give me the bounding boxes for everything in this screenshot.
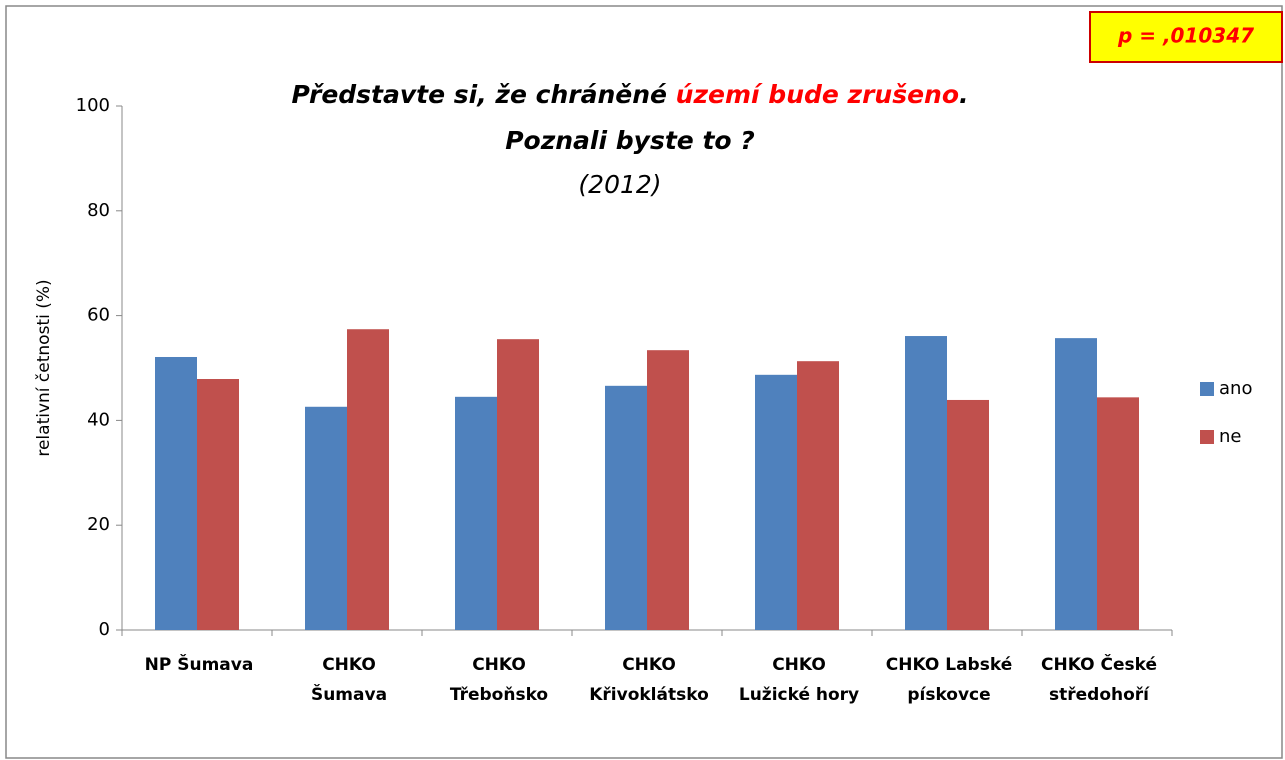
x-tick-label: CHKO Labské bbox=[886, 655, 1012, 675]
y-tick-label: 80 bbox=[87, 200, 110, 221]
x-tick-label: CHKO bbox=[472, 655, 526, 675]
bar bbox=[647, 350, 689, 630]
bar bbox=[497, 339, 539, 630]
x-tick-label: Šumava bbox=[311, 683, 387, 705]
bar bbox=[905, 336, 947, 630]
x-tick-label: středohoří bbox=[1049, 685, 1150, 705]
y-tick-label: 100 bbox=[76, 95, 110, 116]
title-part: území bude zrušeno bbox=[676, 80, 959, 109]
x-tick-label: NP Šumava bbox=[145, 653, 254, 675]
legend-label: ne bbox=[1219, 426, 1241, 447]
chart-year: (2012) bbox=[578, 170, 661, 199]
x-tick-label: pískovce bbox=[907, 685, 990, 705]
annotation: p = ,010347 bbox=[1117, 24, 1254, 48]
y-axis-label: relativní četnosti (%) bbox=[34, 279, 54, 456]
x-tick-label: CHKO bbox=[622, 655, 676, 675]
bar bbox=[155, 356, 197, 630]
bar bbox=[347, 329, 389, 630]
x-tick-label: CHKO bbox=[322, 655, 376, 675]
legend-swatch bbox=[1200, 430, 1214, 444]
y-tick-label: 60 bbox=[87, 305, 110, 326]
y-tick-label: 0 bbox=[99, 619, 110, 640]
bar bbox=[197, 379, 239, 630]
title-part: Představte si, že chráněné bbox=[291, 80, 675, 109]
annotation-box bbox=[1089, 11, 1283, 63]
legend-swatch bbox=[1200, 382, 1214, 396]
chart-title: Představte si, že chráněné území bude zr… bbox=[291, 80, 968, 109]
chart-subtitle: Poznali byste to ? bbox=[505, 126, 755, 155]
y-tick-label: 40 bbox=[87, 409, 110, 430]
bar bbox=[605, 385, 647, 630]
bar bbox=[947, 399, 989, 630]
y-tick-label: 20 bbox=[87, 514, 110, 535]
bar bbox=[797, 361, 839, 630]
title-part: . bbox=[959, 80, 969, 109]
x-tick-label: Křivoklátsko bbox=[589, 685, 709, 705]
bar bbox=[1097, 397, 1139, 630]
x-tick-label: Třeboňsko bbox=[450, 685, 548, 705]
legend-label: ano bbox=[1219, 378, 1252, 399]
bar bbox=[755, 374, 797, 630]
bar bbox=[305, 406, 347, 630]
bar bbox=[1055, 338, 1097, 630]
x-tick-label: CHKO bbox=[772, 655, 826, 675]
bar bbox=[455, 396, 497, 630]
x-tick-label: CHKO České bbox=[1041, 653, 1157, 675]
x-tick-label: Lužické hory bbox=[739, 685, 859, 705]
